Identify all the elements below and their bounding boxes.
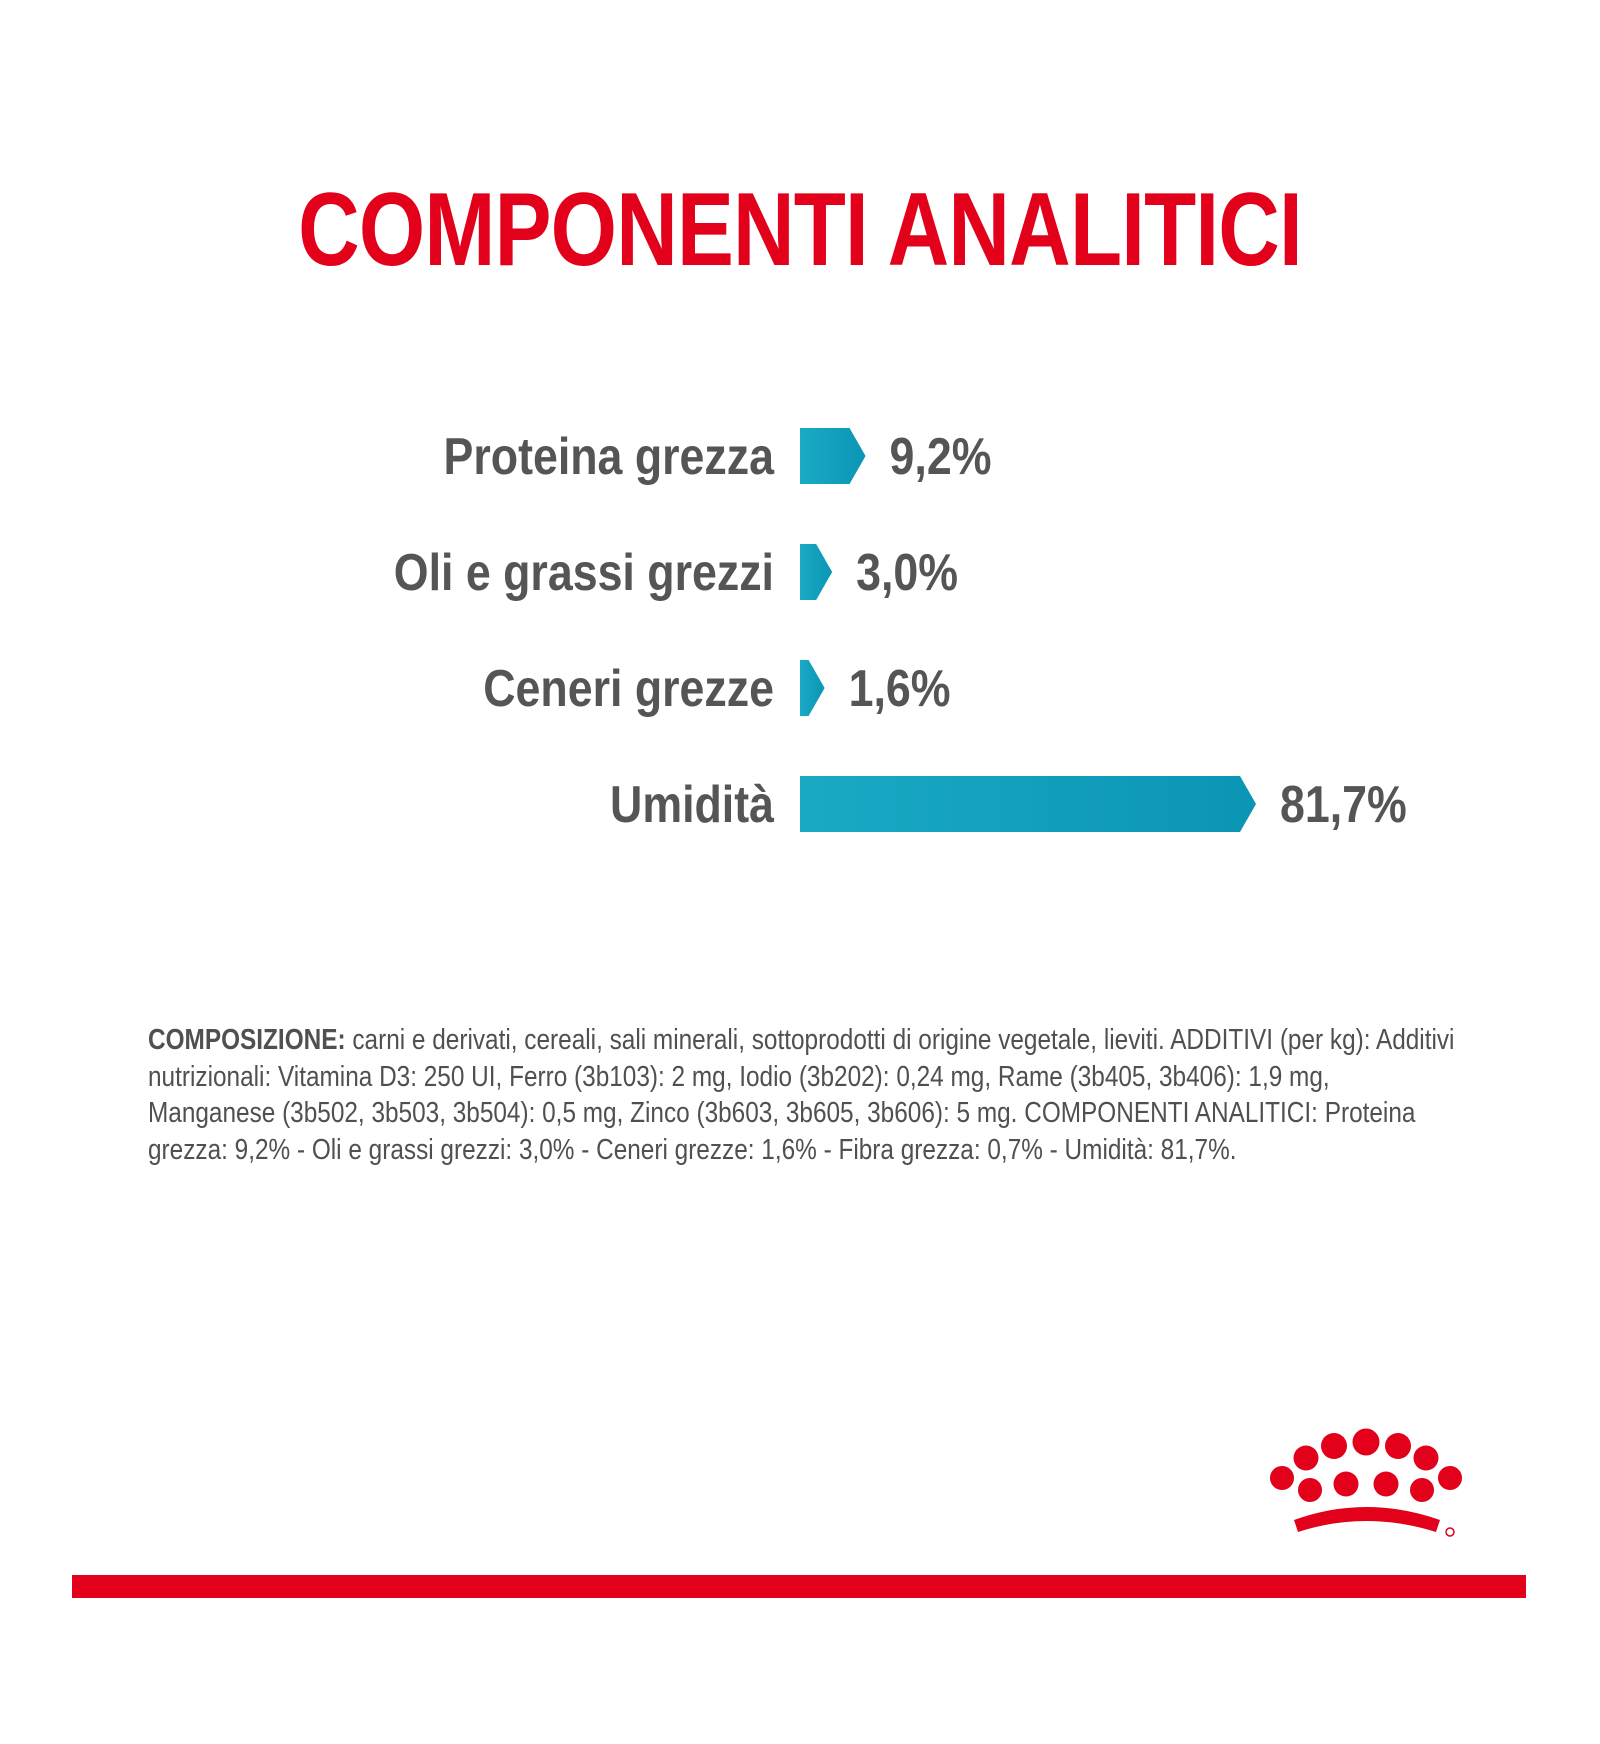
crown-dot: [1373, 1471, 1399, 1497]
crown-dot: [1410, 1478, 1434, 1502]
crown-logo: [1270, 1428, 1462, 1537]
bar-value-label: 9,2%: [890, 428, 992, 486]
crown-dot: [1438, 1466, 1462, 1490]
composition-paragraph: COMPOSIZIONE: carni e derivati, cereali,…: [148, 1022, 1463, 1168]
bar-category-label: Umidità: [610, 776, 775, 834]
bar-value-label: 81,7%: [1280, 776, 1407, 834]
bar-category-label: Ceneri grezze: [483, 660, 774, 718]
composition-lead: COMPOSIZIONE:: [148, 1024, 346, 1056]
registered-mark: [1445, 1527, 1455, 1537]
additives-text: ADDITIVI (per kg): Additivi nutrizionali…: [148, 1024, 1455, 1129]
crown-dot: [1333, 1471, 1359, 1497]
analytical-text: COMPONENTI ANALITICI: Proteina grezza: 9…: [148, 1097, 1416, 1166]
bar-category-label: Oli e grassi grezzi: [394, 544, 774, 602]
bar: [800, 660, 825, 716]
crown-dot: [1293, 1445, 1319, 1471]
nutrient-bar-chart: Proteina grezza 9,2% Oli e grassi grezzi 3,…: [394, 428, 1407, 834]
bar-value-label: 3,0%: [856, 544, 958, 602]
crown-dot: [1385, 1433, 1411, 1459]
bottom-rule: [72, 1575, 1526, 1598]
bar: [800, 776, 1256, 832]
crown-dot: [1413, 1445, 1439, 1471]
page-title: COMPONENTI ANALITICI: [298, 172, 1303, 288]
crown-dot: [1321, 1433, 1347, 1459]
bar-category-label: Proteina grezza: [444, 428, 775, 486]
crown-dot: [1352, 1428, 1380, 1456]
composition-lead-text: carni e derivati, cereali, sali minerali…: [345, 1024, 1165, 1056]
bar-value-label: 1,6%: [849, 660, 951, 718]
bar: [800, 544, 833, 600]
crown-band: [1294, 1507, 1440, 1532]
crown-dot: [1298, 1478, 1322, 1502]
bar: [800, 428, 866, 484]
crown-dot: [1270, 1466, 1294, 1490]
composition-text: COMPOSIZIONE: carni e derivati, cereali,…: [148, 1022, 1475, 1168]
